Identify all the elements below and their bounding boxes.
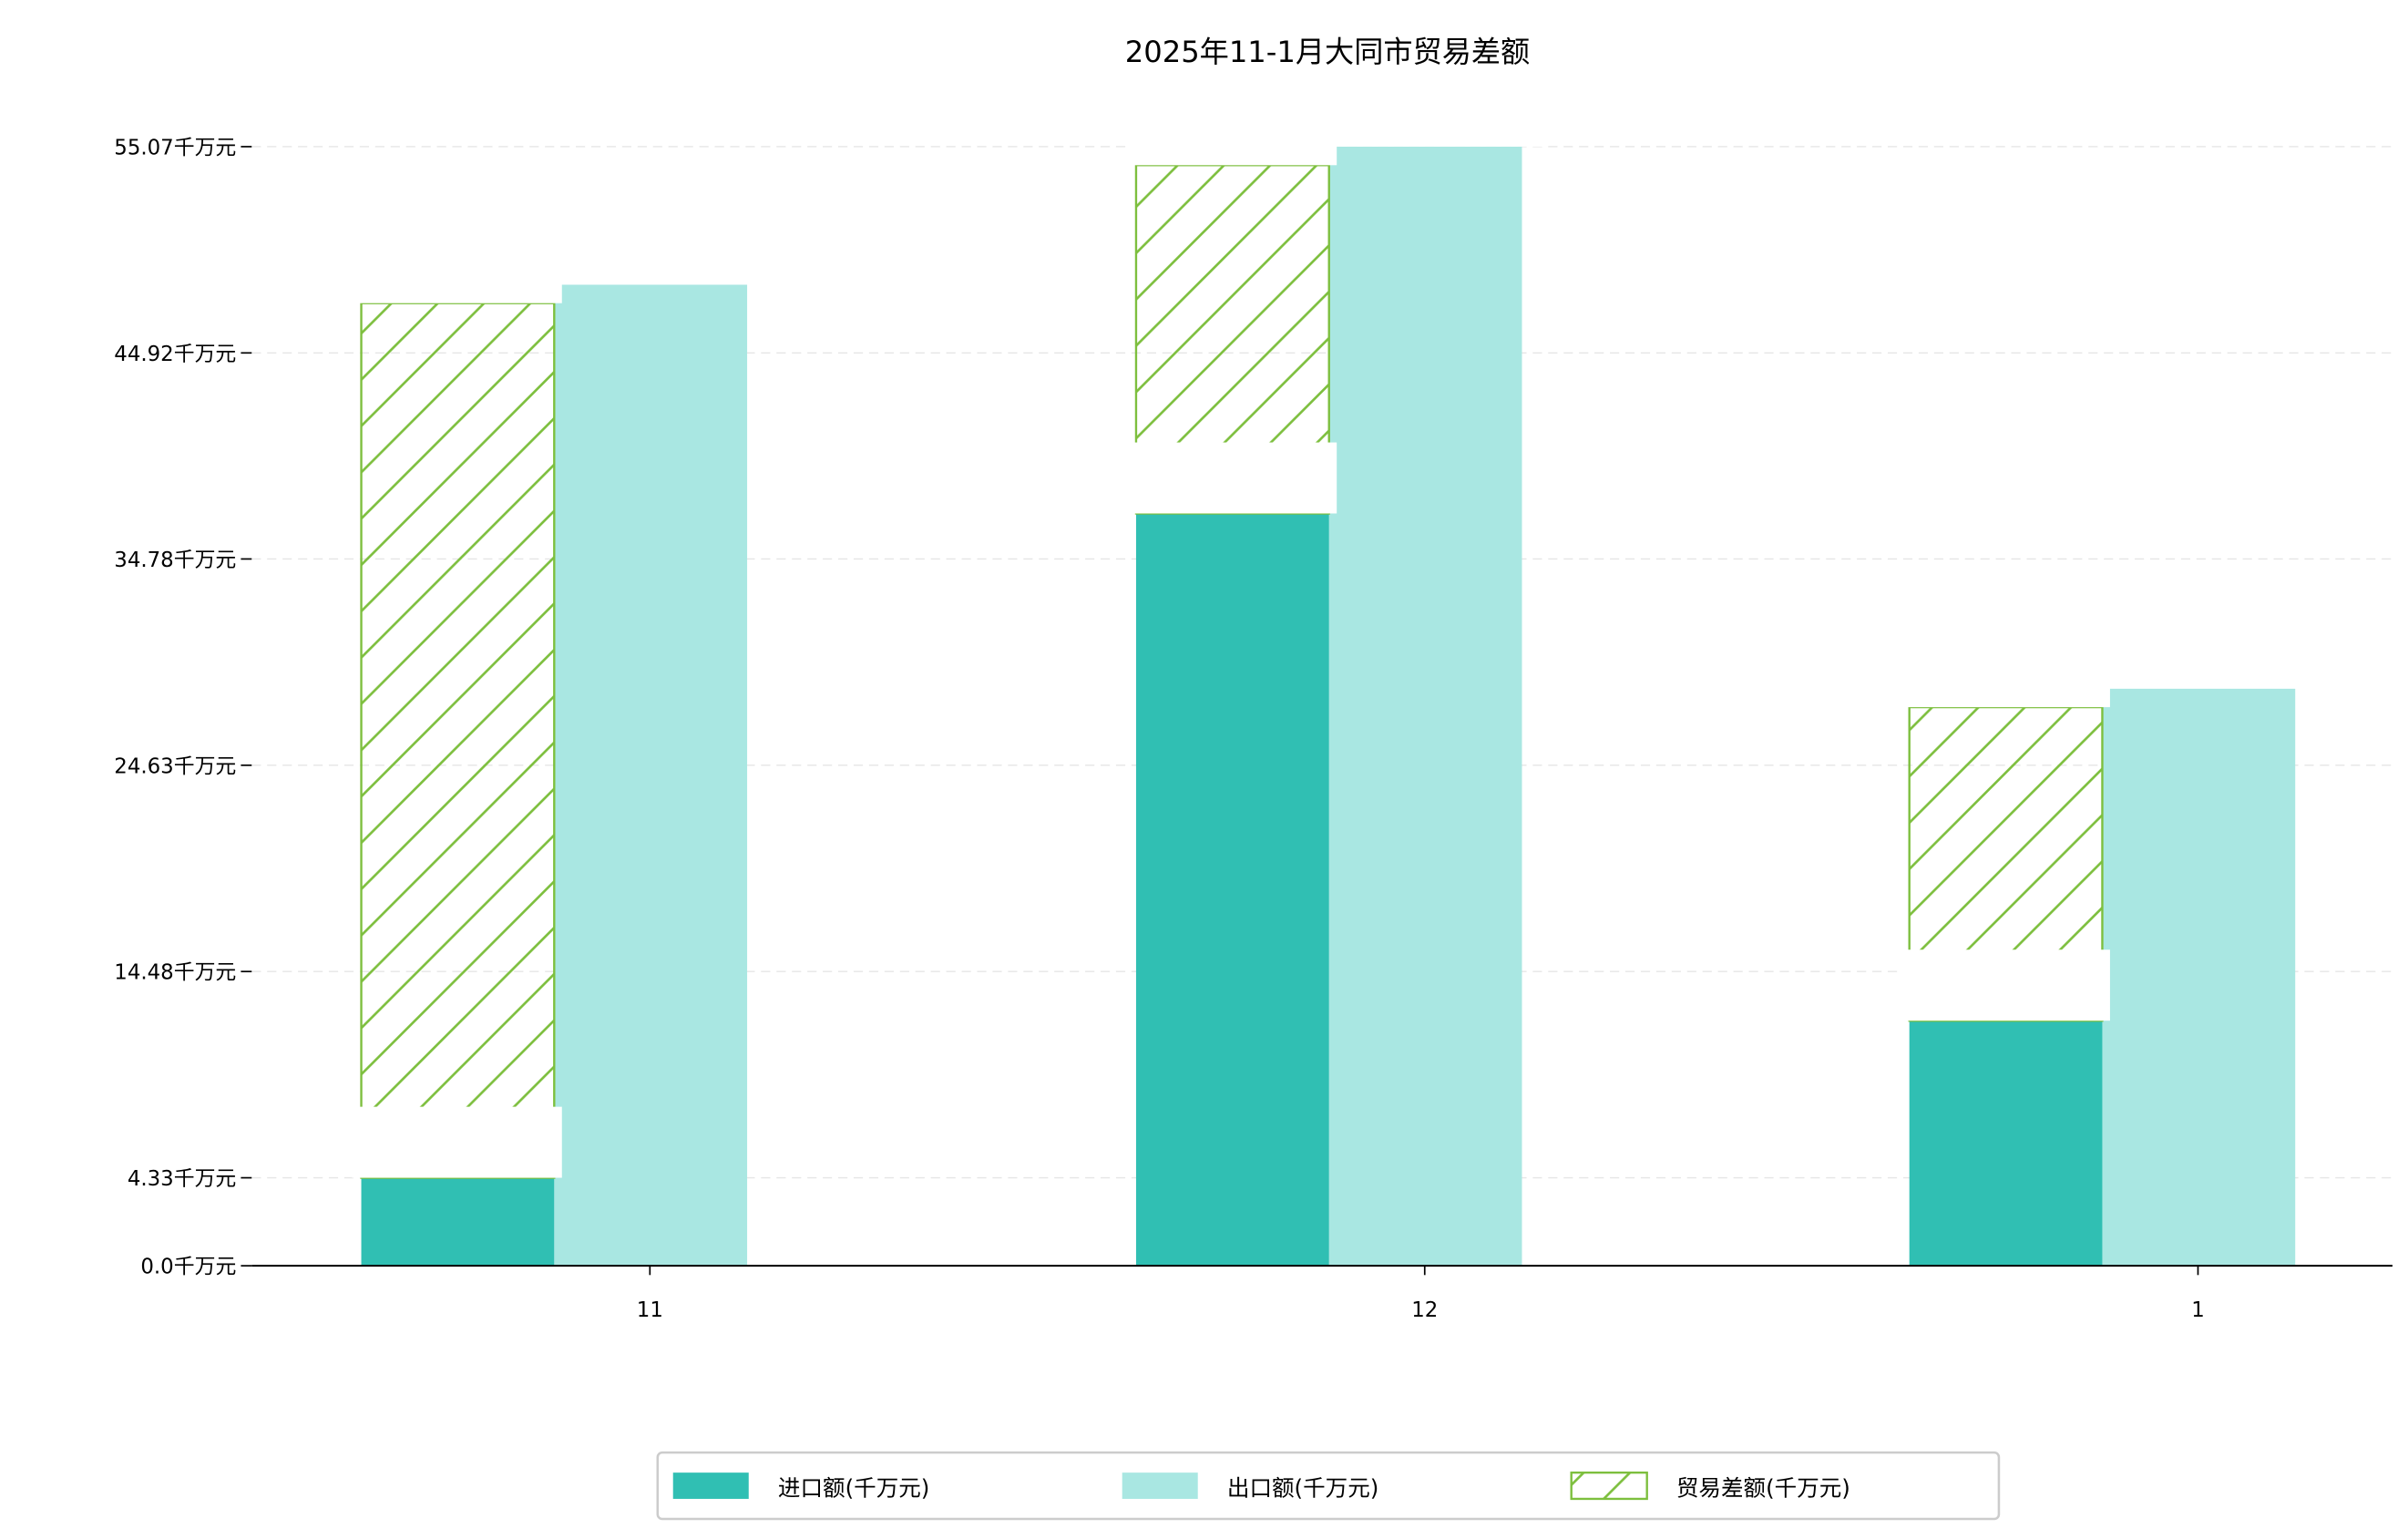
legend-frame: [656, 1451, 2001, 1521]
legend-swatch-trade-balance: [1570, 1471, 1648, 1501]
undefined-box: [1126, 442, 1337, 514]
undefined-box: [352, 1106, 562, 1178]
y-tick-label: 34.78千万元: [114, 549, 236, 572]
undefined-box: [1335, 76, 1545, 147]
undefined-box: [1900, 949, 2110, 1021]
export-bar: [1328, 146, 1522, 1267]
legend-label: 贸易差额(千万元): [1676, 1475, 1850, 1502]
y-tick-label: 4.33千万元: [128, 1167, 236, 1191]
import-bar: [361, 1177, 555, 1267]
undefined-box: [352, 231, 562, 303]
chart-title: 2025年11-1月大同市贸易差额: [1125, 35, 1530, 69]
export-bar: [2102, 688, 2296, 1267]
legend: 进口额(千万元) 出口额(千万元) 贸易差额(千万元): [656, 1451, 2001, 1521]
legend-label: 进口额(千万元): [778, 1475, 929, 1502]
x-tick-label: 1: [2191, 1298, 2205, 1322]
y-tick-label: 24.63千万元: [114, 754, 236, 778]
x-tick-label: 11: [637, 1298, 663, 1322]
undefined-box: [1900, 636, 2110, 708]
y-tick-label: 14.48千万元: [114, 961, 236, 985]
undefined-box: [560, 213, 771, 285]
import-bar: [1135, 513, 1329, 1267]
trade-balance-bar: [360, 302, 556, 1179]
y-tick-label: 44.92千万元: [114, 343, 236, 366]
export-bar: [554, 284, 748, 1267]
legend-label: 出口额(千万元): [1227, 1475, 1378, 1502]
x-tick-label: 12: [1411, 1298, 1438, 1322]
legend-swatch-export: [1122, 1472, 1198, 1499]
y-tick-label: 0.0千万元: [140, 1256, 236, 1279]
undefined-box: [2108, 617, 2319, 689]
undefined-box: [1126, 94, 1337, 166]
legend-swatch-import: [672, 1472, 749, 1499]
import-bar: [1909, 1021, 2103, 1267]
y-tick-label: 55.07千万元: [114, 136, 236, 159]
